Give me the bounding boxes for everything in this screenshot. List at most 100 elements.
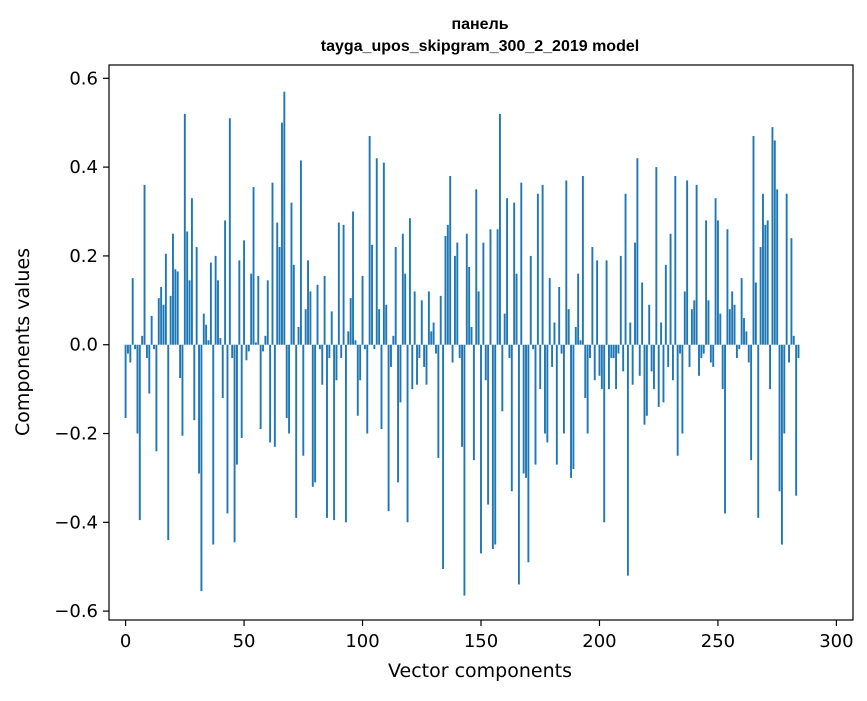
bar-100: [361, 275, 364, 345]
bar-56: [257, 275, 260, 345]
bar-263: [747, 344, 750, 363]
bar-205: [610, 344, 613, 359]
bar-178: [546, 344, 549, 443]
bar-60: [266, 280, 269, 345]
bar-67: [283, 91, 286, 345]
bar-284: [797, 344, 800, 359]
bars-layer: [124, 91, 800, 596]
bar-273: [771, 127, 774, 345]
x-tick-label: 300: [819, 631, 853, 652]
bar-225: [657, 344, 660, 407]
bar-85: [326, 344, 328, 518]
bar-261: [743, 318, 745, 345]
bar-257: [733, 304, 736, 345]
bar-241: [695, 184, 698, 345]
bar-55: [254, 342, 257, 345]
bar-74: [299, 160, 302, 345]
bar-130: [432, 322, 435, 345]
bar-242: [698, 344, 700, 376]
bar-125: [420, 300, 423, 345]
bar-14: [157, 298, 160, 345]
bar-92: [342, 224, 345, 345]
bar-94: [347, 331, 350, 345]
bar-52: [247, 344, 250, 352]
bar-110: [385, 304, 388, 345]
bar-126: [423, 344, 426, 367]
bar-209: [619, 255, 622, 345]
bar-217: [638, 344, 641, 376]
bar-65: [278, 247, 281, 345]
bar-235: [681, 344, 684, 434]
bar-133: [439, 295, 442, 345]
bar-212: [626, 344, 629, 576]
bar-26: [186, 231, 189, 345]
bar-247: [709, 344, 712, 363]
bar-220: [645, 344, 648, 416]
bar-264: [750, 344, 753, 461]
bar-0: [124, 344, 127, 418]
bar-119: [406, 344, 409, 523]
bar-184: [560, 344, 563, 354]
bar-250: [716, 220, 719, 345]
bar-179: [548, 278, 551, 345]
bar-70: [290, 202, 293, 345]
bar-274: [773, 140, 776, 345]
bar-200: [598, 344, 601, 376]
bar-161: [506, 198, 509, 345]
bar-93: [344, 344, 347, 523]
bar-148: [475, 189, 478, 345]
bar-101: [363, 344, 366, 350]
bar-128: [427, 291, 430, 345]
bar-45: [231, 344, 234, 359]
bar-57: [259, 344, 262, 430]
bar-116: [399, 344, 402, 403]
bar-69: [288, 344, 291, 434]
bar-181: [553, 322, 556, 345]
bar-44: [228, 118, 231, 345]
bar-216: [636, 158, 639, 345]
bar-131: [435, 344, 437, 354]
bar-135: [444, 235, 447, 345]
bar-279: [785, 193, 788, 345]
bar-59: [264, 335, 267, 345]
bar-197: [591, 247, 594, 345]
bar-144: [465, 233, 468, 345]
bar-98: [356, 344, 359, 416]
bar-151: [482, 242, 485, 345]
bar-157: [496, 229, 499, 345]
bar-243: [700, 344, 703, 359]
bar-154: [489, 229, 492, 345]
bar-71: [292, 264, 295, 345]
bar-236: [683, 291, 686, 345]
bar-276: [778, 344, 781, 492]
bar-22: [176, 271, 179, 345]
y-tick-label: 0.4: [69, 157, 98, 178]
bar-158: [499, 113, 501, 345]
y-tick-label: 0.0: [69, 335, 98, 356]
bar-73: [297, 326, 300, 345]
bar-129: [430, 331, 433, 345]
bar-18: [167, 344, 170, 541]
bar-106: [375, 158, 378, 345]
bar-201: [600, 344, 603, 390]
bar-33: [202, 313, 205, 345]
bar-238: [688, 344, 691, 367]
bar-3: [131, 278, 134, 345]
bar-90: [337, 222, 340, 345]
bar-188: [570, 344, 572, 478]
y-tick-label: 0.6: [69, 68, 98, 89]
bar-123: [416, 344, 418, 385]
bar-172: [532, 344, 535, 350]
bar-283: [795, 344, 798, 496]
bar-117: [401, 233, 404, 345]
y-tick-label: −0.6: [54, 601, 98, 622]
bar-61: [269, 344, 272, 443]
bar-224: [655, 167, 658, 345]
bar-2: [129, 344, 132, 363]
y-tick-label: 0.2: [69, 246, 98, 267]
bar-171: [529, 255, 532, 345]
bar-251: [719, 313, 722, 345]
bar-134: [442, 344, 445, 569]
y-axis-label: Components values: [12, 248, 34, 436]
bar-97: [354, 340, 357, 345]
